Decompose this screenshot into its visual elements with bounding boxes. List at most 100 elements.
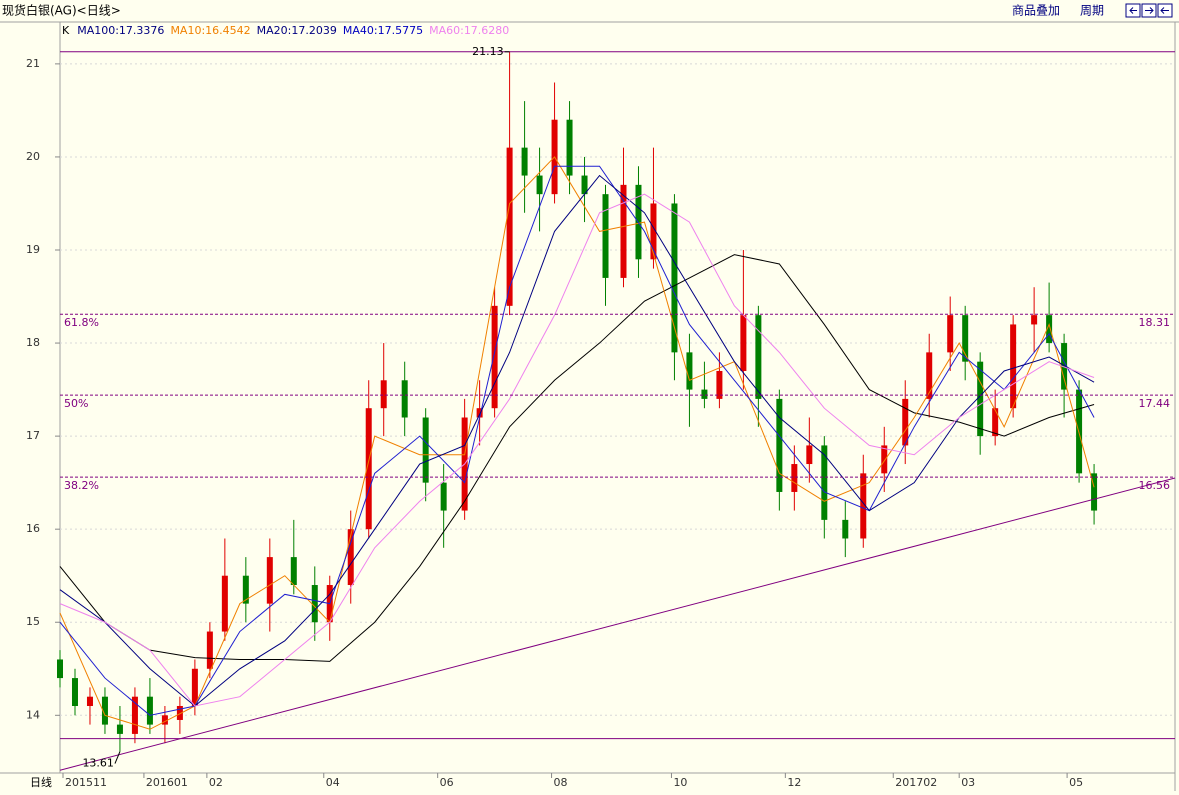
x-tick-label: 04 bbox=[326, 776, 340, 789]
candle-body bbox=[242, 575, 249, 604]
candle-body bbox=[1046, 315, 1053, 344]
candle-body bbox=[947, 315, 954, 353]
y-tick-label: 21 bbox=[26, 57, 40, 70]
candle-body bbox=[902, 398, 909, 446]
y-tick-label: 14 bbox=[26, 708, 40, 721]
candle-body bbox=[101, 696, 108, 725]
candle-body bbox=[161, 715, 168, 725]
candle-body bbox=[842, 519, 849, 539]
y-tick-label: 19 bbox=[26, 243, 40, 256]
candle-body bbox=[71, 678, 78, 706]
candle-body bbox=[755, 315, 762, 399]
candle-body bbox=[701, 389, 708, 399]
fib-value: 17.44 bbox=[1139, 397, 1171, 410]
candle-body bbox=[521, 147, 528, 176]
candle-body bbox=[977, 361, 984, 437]
candle-body bbox=[491, 305, 498, 409]
ma-line bbox=[59, 254, 1095, 662]
top-bar bbox=[0, 0, 1179, 22]
x-tick-label: 201702 bbox=[895, 776, 937, 789]
candle-body bbox=[620, 184, 627, 278]
candle-body bbox=[57, 659, 63, 679]
candle-body bbox=[206, 631, 213, 669]
candle-body bbox=[881, 445, 888, 474]
annotation: 13.61 bbox=[82, 757, 114, 770]
menu-item[interactable]: 周期 bbox=[1080, 4, 1104, 18]
candle-body bbox=[1010, 324, 1017, 409]
candle-body bbox=[602, 194, 609, 278]
candle-body bbox=[791, 464, 798, 492]
fib-label: 61.8% bbox=[64, 316, 99, 329]
ma-line bbox=[59, 165, 1095, 716]
candle-body bbox=[440, 482, 447, 511]
candle-body bbox=[992, 408, 999, 437]
legend-entry: MA20:17.2039 bbox=[257, 24, 337, 37]
candle-body bbox=[686, 352, 693, 390]
ma-line bbox=[59, 193, 1095, 707]
candle-body bbox=[806, 445, 813, 465]
candle-body bbox=[860, 473, 867, 539]
fib-label: 38.2% bbox=[64, 479, 99, 492]
menu-item[interactable]: 商品叠加 bbox=[1012, 3, 1060, 18]
candle-body bbox=[176, 705, 183, 720]
candle-body bbox=[962, 315, 969, 362]
candle-body bbox=[191, 668, 198, 706]
nav-buttons[interactable] bbox=[1125, 3, 1173, 18]
x-tick-label: 03 bbox=[961, 776, 975, 789]
y-tick-label: 16 bbox=[26, 522, 40, 535]
candle-body bbox=[365, 408, 372, 530]
y-tick-label: 15 bbox=[26, 615, 40, 628]
x-tick-label: 06 bbox=[440, 776, 454, 789]
candle-body bbox=[566, 119, 573, 176]
indicator-label: K bbox=[62, 24, 70, 37]
x-tick-label: 08 bbox=[554, 776, 568, 789]
candle-body bbox=[536, 175, 543, 195]
x-tick-label: 05 bbox=[1069, 776, 1083, 789]
candle-body bbox=[650, 203, 657, 260]
candle-body bbox=[1091, 473, 1098, 511]
candle-body bbox=[422, 417, 429, 483]
candle-body bbox=[116, 724, 123, 734]
candle-body bbox=[380, 380, 387, 409]
candle-body bbox=[86, 696, 93, 706]
footer-label: 日线 bbox=[30, 775, 52, 789]
candle-body bbox=[146, 696, 153, 725]
candle-body bbox=[506, 147, 513, 306]
candle-body bbox=[776, 398, 783, 492]
y-tick-label: 18 bbox=[26, 336, 40, 349]
candle-body bbox=[1061, 343, 1068, 390]
candle-body bbox=[1031, 315, 1038, 325]
fib-value: 18.31 bbox=[1139, 316, 1171, 329]
y-tick-label: 17 bbox=[26, 429, 40, 442]
candle-body bbox=[401, 380, 408, 418]
candle-body bbox=[266, 557, 273, 604]
fib-label: 50% bbox=[64, 397, 88, 410]
x-tick-label: 02 bbox=[209, 776, 223, 789]
fib-value: 16.56 bbox=[1139, 479, 1171, 492]
annotation-pointer bbox=[114, 751, 121, 764]
y-tick-label: 20 bbox=[26, 150, 40, 163]
x-tick-label: 201601 bbox=[146, 776, 188, 789]
candle-body bbox=[581, 175, 588, 195]
annotation: 21.13 bbox=[472, 45, 504, 58]
candle-body bbox=[476, 408, 483, 418]
legend-entry: MA10:16.4542 bbox=[170, 24, 250, 37]
legend-entry: MA100:17.3376 bbox=[77, 24, 164, 37]
x-tick-label: 201511 bbox=[65, 776, 107, 789]
nav-arrows bbox=[1129, 7, 1169, 14]
legend-entry: MA60:17.6280 bbox=[429, 24, 509, 37]
candle-body bbox=[311, 585, 318, 623]
candle-body bbox=[221, 575, 228, 632]
candle-body bbox=[671, 203, 678, 353]
x-tick-label: 12 bbox=[787, 776, 801, 789]
candle-body bbox=[926, 352, 933, 399]
ma-line bbox=[59, 174, 1095, 707]
candle-body bbox=[740, 315, 747, 371]
ma-line bbox=[59, 156, 1095, 730]
candle-body bbox=[131, 696, 138, 734]
window-title: 现货白银(AG)<日线> bbox=[2, 3, 121, 18]
candle-body bbox=[290, 557, 297, 586]
candle-body bbox=[821, 445, 828, 520]
